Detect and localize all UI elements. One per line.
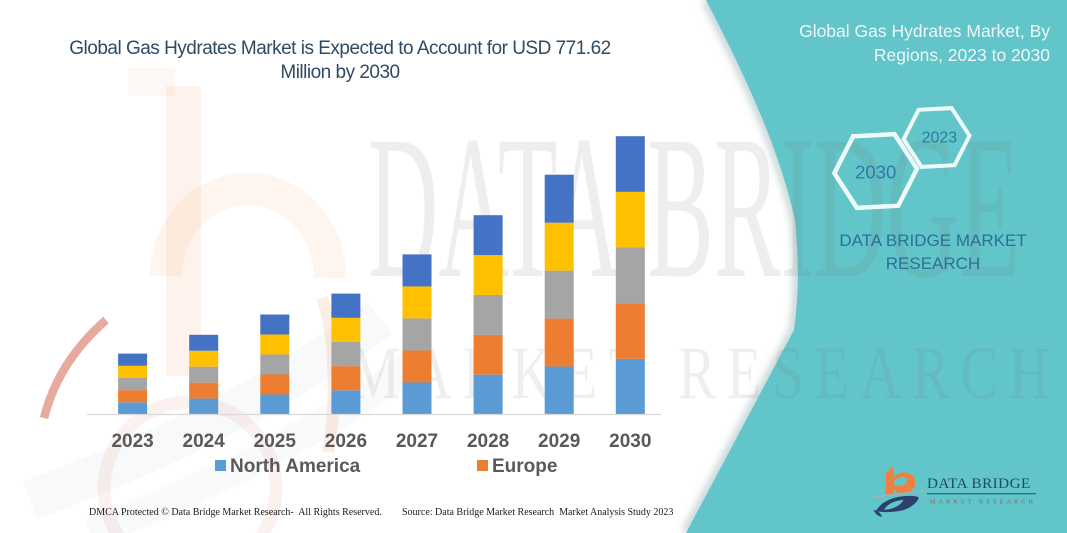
svg-text:MARKET RESEARCH: MARKET RESEARCH <box>930 499 1036 506</box>
svg-text:MARKET RESEARCH: MARKET RESEARCH <box>350 332 1050 415</box>
svg-text:2023: 2023 <box>922 130 958 147</box>
svg-text:2030: 2030 <box>855 162 896 183</box>
svg-text:BRIDGE: BRIDGE <box>647 94 1020 321</box>
svg-text:DATA BRIDGE: DATA BRIDGE <box>927 475 1031 492</box>
